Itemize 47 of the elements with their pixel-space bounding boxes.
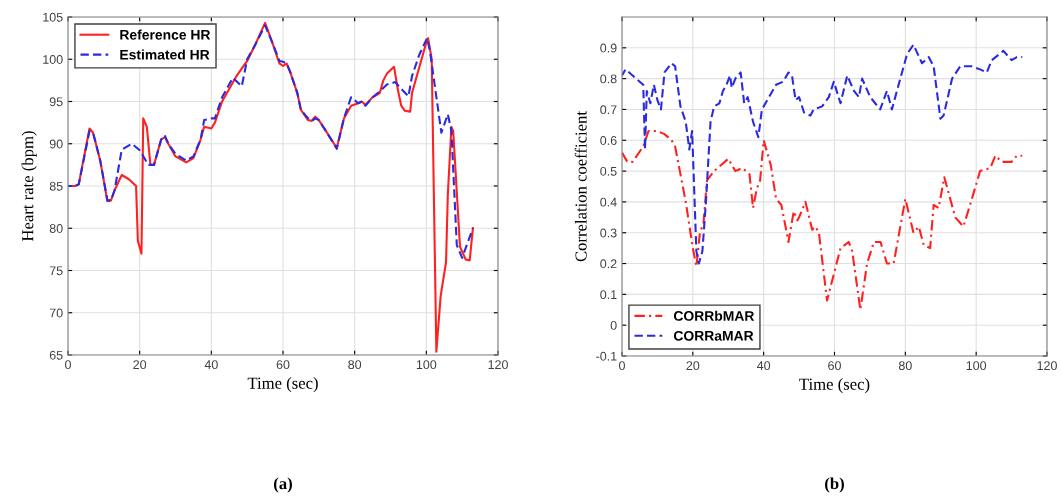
y-tick-label: 0.3 (600, 228, 617, 238)
x-tick-label: 80 (898, 361, 912, 371)
y-tick-label: 0.5 (600, 166, 617, 176)
x-tick-label: 0 (65, 360, 71, 370)
x-axis-title: Time (sec) (247, 377, 318, 393)
y-tick-label: 75 (49, 266, 63, 276)
line-series (68, 24, 474, 259)
x-tick-label: 60 (828, 361, 841, 371)
x-tick-label: 20 (133, 360, 147, 370)
x-tick-label: 60 (276, 360, 290, 370)
x-tick-label: 40 (757, 361, 771, 371)
y-tick-label: 105 (43, 12, 63, 22)
x-tick-label: 0 (619, 361, 625, 371)
legend-label: Reference HR (120, 29, 211, 40)
x-tick-label: 100 (416, 360, 437, 370)
y-tick-label: -0.1 (596, 351, 617, 361)
y-tick-label: 0.1 (600, 290, 617, 300)
y-tick-label: 0.6 (600, 136, 617, 145)
y-tick-label: 0.9 (600, 43, 617, 53)
y-tick-label: 70 (49, 308, 63, 318)
x-axis-title: Time (sec) (799, 378, 870, 394)
y-tick-label: 80 (49, 224, 63, 233)
x-tick-label: 20 (686, 361, 700, 371)
y-tick-label: 0 (610, 320, 617, 330)
y-tick-label: 0.8 (600, 74, 617, 84)
y-tick-label: 90 (49, 139, 63, 149)
x-tick-label: 100 (966, 361, 987, 371)
line-series (622, 129, 1024, 311)
line-series (622, 43, 1024, 265)
y-tick-label: 100 (43, 55, 63, 64)
x-tick-label: 80 (348, 360, 362, 370)
y-tick-label: 95 (49, 97, 63, 107)
y-axis-title: Correlation coefficient (574, 111, 587, 262)
y-tick-label: 65 (49, 350, 63, 360)
legend-label: CORRaMAR (673, 330, 754, 341)
x-tick-label: 120 (1037, 361, 1057, 371)
y-tick-label: 0.2 (600, 259, 617, 269)
y-axis-title: Heart rate (bpm) (21, 131, 37, 242)
text: (a) (274, 477, 292, 493)
x-tick-label: 120 (488, 360, 508, 370)
x-tick-label: 40 (204, 360, 218, 370)
y-tick-label: 0.7 (600, 105, 617, 115)
text: (b) (825, 477, 844, 493)
y-tick-label: 0.4 (600, 197, 617, 207)
legend-label: CORRbMAR (673, 310, 755, 321)
legend-label: Estimated HR (120, 49, 210, 60)
y-tick-label: 85 (49, 181, 63, 191)
